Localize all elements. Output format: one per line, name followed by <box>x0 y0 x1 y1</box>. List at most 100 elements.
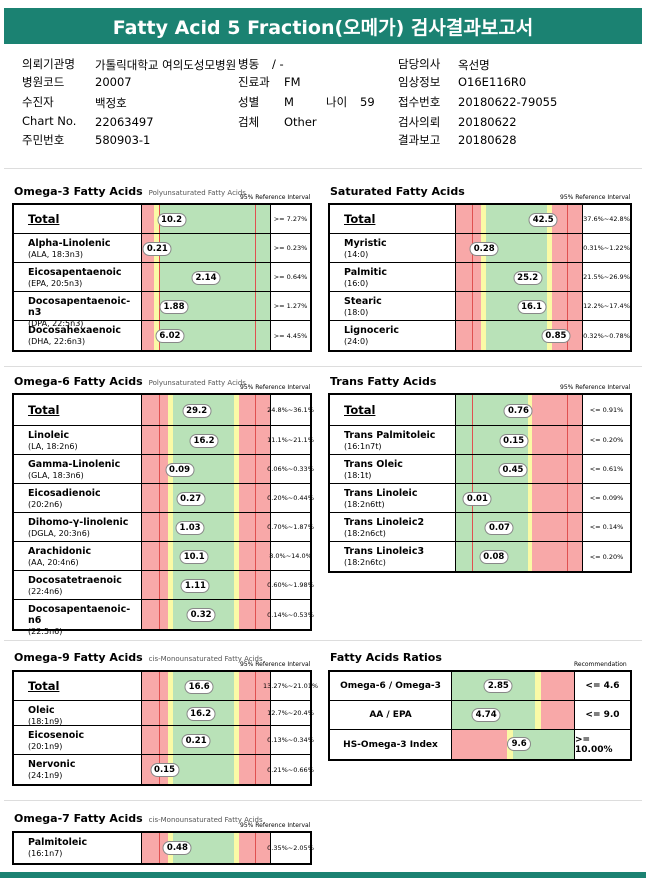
section-subtitle: Polyunsaturated Fatty Acids <box>148 189 246 197</box>
reference-interval: 0.70%~1.87% <box>267 513 314 541</box>
bar-boundary-line <box>254 513 256 541</box>
bar-boundary-line <box>158 571 160 599</box>
footer-bar <box>0 872 646 878</box>
bar-segment <box>167 426 173 454</box>
result-value-marker: 0.48 <box>162 841 192 855</box>
bar-segment <box>142 701 168 725</box>
table-row: Docosapentaenoic-n6 (22:5n6) 0.32 0.14%~0.5… <box>14 600 314 636</box>
bar-segment <box>167 513 173 541</box>
bar-boundary-line <box>472 321 474 350</box>
reference-bar: 29.2 <box>142 395 270 425</box>
result-value-marker: 2.85 <box>483 679 513 693</box>
row-name-cell: Oleic (18:1n9) <box>14 701 142 726</box>
section-title-trans: Trans Fatty Acids <box>330 375 436 388</box>
bar-segment <box>456 263 482 291</box>
section-title-omega3: Omega-3 Fatty Acids Polyunsaturated Fatty… <box>14 185 246 198</box>
row-name-cell: Alpha-Linolenic (ALA, 18:3n3) <box>14 234 142 262</box>
reference-bar: 0.21 <box>142 726 270 754</box>
row-name-cell: Nervonic (24:1n9) <box>14 755 142 784</box>
bar-boundary-line <box>566 484 568 512</box>
bar-segment <box>531 484 582 512</box>
info-value-sex: M <box>284 95 294 109</box>
bar-segment <box>142 542 168 570</box>
result-value-marker: 10.2 <box>157 212 187 227</box>
row-subname: (EPA, 20:5n3) <box>28 279 83 288</box>
reference-interval: 0.21%~0.66% <box>267 755 314 784</box>
row-name-cell: Total <box>330 395 456 425</box>
recommendation-value: <= 4.6 <box>574 672 630 700</box>
bar-segment <box>234 833 240 863</box>
row-name: Total <box>28 679 60 693</box>
table-row: Myristic (14:0) 0.28 0.31%~1.22% <box>330 234 630 263</box>
info-value-chart: 22063497 <box>95 115 154 129</box>
table-row: Palmitic (16:0) 25.2 21.5%~26.9% <box>330 263 630 292</box>
result-value-marker: 9.6 <box>507 737 532 751</box>
reference-bar: 2.14 <box>142 263 270 291</box>
row-name: Myristic <box>344 238 387 249</box>
bar-segment <box>527 484 532 512</box>
result-value-marker: 1.03 <box>175 520 205 535</box>
table-row: Trans Oleic (18:1t) 0.45 <= 0.61% <box>330 455 630 484</box>
reference-interval: 0.60%~1.98% <box>267 571 314 599</box>
section-subtitle: cis-Monounsaturated Fatty Acids <box>148 816 263 824</box>
table-ratios: Omega-6 / Omega-3 2.85 <= 4.6 AA / EPA 4.74 <… <box>328 670 632 761</box>
bar-segment <box>551 292 582 320</box>
row-name-cell: Total <box>14 205 142 233</box>
table-row: Total 42.5 37.6%~42.8% <box>330 205 630 234</box>
row-name-cell: Trans Oleic (18:1t) <box>330 455 456 483</box>
reference-bar: 16.1 <box>456 292 582 320</box>
result-value-marker: 29.2 <box>182 403 212 418</box>
bar-segment <box>531 395 582 425</box>
bar-boundary-line <box>566 205 568 233</box>
row-subname: (22:5n6) <box>28 627 63 636</box>
row-name: Linoleic <box>28 430 70 441</box>
info-label-institution: 의뢰기관명 <box>22 57 75 71</box>
result-value-marker: 0.32 <box>186 607 216 622</box>
table-row: Arachidonic (AA, 20:4n6) 10.1 8.0%~14.0% <box>14 542 312 571</box>
bar-boundary-line <box>254 542 256 570</box>
bar-boundary-line <box>254 395 256 425</box>
bar-segment <box>527 455 532 483</box>
table-row: Total 16.6 13.27%~21.01% <box>14 672 318 701</box>
row-name-cell: Myristic (14:0) <box>330 234 456 262</box>
section-title-text: Omega-3 Fatty Acids <box>14 185 143 198</box>
bar-segment <box>142 292 149 320</box>
table-omega3: Total 10.2 >= 7.27% Alpha-Linolenic (ALA, 18… <box>12 203 312 352</box>
bar-segment <box>234 600 240 629</box>
bar-segment <box>167 395 173 425</box>
bar-segment <box>541 672 574 700</box>
row-name: Oleic <box>28 705 55 716</box>
row-name-cell: Docosatetraenoic (22:4n6) <box>14 571 142 599</box>
bar-segment <box>534 672 542 700</box>
ratio-name: Omega-6 / Omega-3 <box>330 672 452 700</box>
row-name-cell: Stearic (18:0) <box>330 292 456 320</box>
table-omega7: Palmitoleic (16:1n7) 0.48 0.35%~2.05% <box>12 831 314 865</box>
info-label-request: 검사의뢰 <box>398 115 441 129</box>
bar-segment <box>234 484 240 512</box>
row-subname: (DHA, 22:6n3) <box>28 337 86 346</box>
bar-boundary-line <box>254 726 256 754</box>
section-divider <box>4 366 642 367</box>
result-value-marker: 0.21 <box>181 733 211 748</box>
table-row: HS-Omega-3 Index 9.6 >= 10.00% <box>330 730 630 759</box>
bar-segment <box>234 513 240 541</box>
reference-bar: 0.08 <box>456 542 582 571</box>
reference-bar: 0.85 <box>456 321 582 350</box>
table-row: Lignoceric (24:0) 0.85 0.32%~0.78% <box>330 321 630 350</box>
bar-segment <box>167 701 173 725</box>
bar-segment <box>551 234 582 262</box>
bar-segment <box>527 426 532 454</box>
bar-boundary-line <box>254 263 256 291</box>
bar-boundary-line <box>566 542 568 571</box>
bar-segment <box>234 672 240 700</box>
bar-segment <box>167 672 173 700</box>
row-name: Eicosadienoic <box>28 488 101 499</box>
reference-interval: 11.1%~21.1% <box>267 426 314 454</box>
row-name: Total <box>28 403 60 417</box>
bar-segment <box>249 205 270 233</box>
row-name: Eicosapentaenoic <box>28 267 122 278</box>
bar-segment <box>531 542 582 571</box>
bar-segment <box>167 600 173 629</box>
reference-interval: <= 0.20% <box>582 426 630 454</box>
bar-segment <box>452 730 507 759</box>
